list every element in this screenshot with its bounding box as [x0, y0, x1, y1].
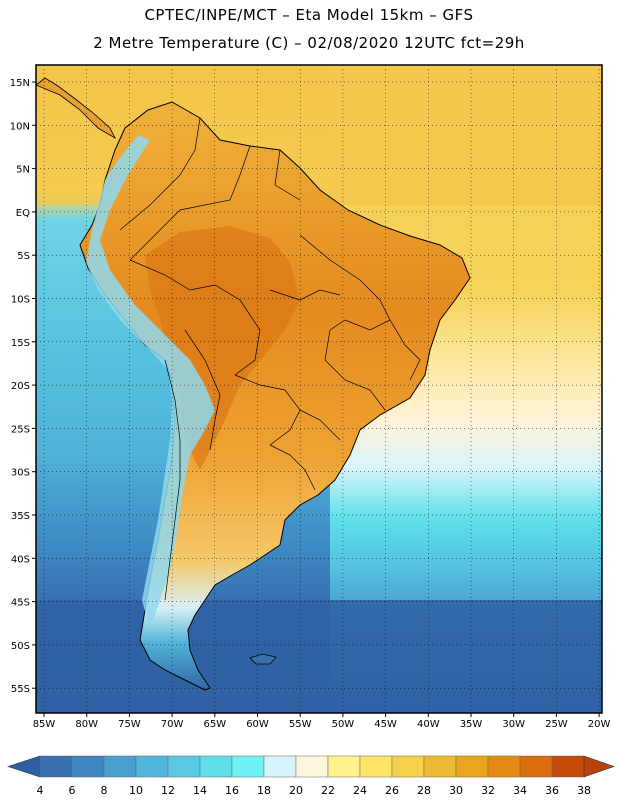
- colorbar-label: 28: [417, 784, 431, 797]
- lat-label: 50S: [11, 641, 30, 652]
- map-frame: [35, 64, 603, 714]
- colorbar-label: 4: [37, 784, 44, 797]
- falkland-islands: [249, 653, 277, 665]
- lon-label: 50W: [332, 719, 355, 730]
- colorbar-label: 14: [193, 784, 207, 797]
- lon-label: 35W: [460, 719, 483, 730]
- lon-label: 45W: [374, 719, 397, 730]
- colorbar-low-arrow: [7, 755, 41, 778]
- lon-label: 55W: [289, 719, 312, 730]
- colorbar-bin: [231, 755, 265, 778]
- colorbar-bin: [391, 755, 425, 778]
- lat-label: 30S: [11, 468, 30, 479]
- colorbar: 4 6 8 10 12 14 16 18 20 22 24 26 28 30 32 34 36 38: [7, 755, 615, 797]
- colorbar-high-arrow: [583, 755, 615, 778]
- latitude-labels: 15N 10N 5N EQ 5S 10S 15S 20S 25S 30S 35S 40S 45S 50S 5…: [10, 78, 30, 695]
- colorbar-bin: [103, 755, 137, 778]
- lon-label: 75W: [118, 719, 141, 730]
- colorbar-bin: [519, 755, 553, 778]
- lat-label: 25S: [11, 424, 30, 435]
- country-borders: [119, 117, 421, 601]
- lat-label: 5S: [17, 251, 30, 262]
- lon-label: 85W: [33, 719, 56, 730]
- title-variable: 2 Metre Temperature (C) – 02/08/2020 12U…: [93, 34, 525, 52]
- central-america: [36, 77, 116, 140]
- colorbar-bin: [263, 755, 297, 778]
- longitude-labels: 85W 80W 75W 70W 65W 60W 55W 50W 45W 40W 35W 30W 25W 2…: [33, 719, 611, 730]
- colorbar-label: 26: [385, 784, 399, 797]
- colorbar-bin: [199, 755, 233, 778]
- colorbar-label: 10: [129, 784, 143, 797]
- lon-label: 70W: [161, 719, 184, 730]
- colorbar-label: 18: [257, 784, 271, 797]
- lat-label: 10S: [11, 295, 30, 306]
- colorbar-bin: [135, 755, 169, 778]
- lat-label: 5N: [16, 165, 30, 176]
- title-model: CPTEC/INPE/MCT – Eta Model 15km – GFS: [144, 6, 474, 24]
- lon-label: 20W: [588, 719, 611, 730]
- colorbar-label: 30: [449, 784, 463, 797]
- colorbar-label: 16: [225, 784, 239, 797]
- lat-label: EQ: [16, 208, 30, 219]
- colorbar-bin: [327, 755, 361, 778]
- colorbar-label: 32: [481, 784, 495, 797]
- colorbar-label: 22: [321, 784, 335, 797]
- lat-label: 15S: [11, 338, 30, 349]
- map-area: [36, 65, 602, 713]
- colorbar-label: 38: [577, 784, 591, 797]
- graticule: [32, 65, 602, 717]
- colorbar-bin: [167, 755, 201, 778]
- lat-label: 40S: [11, 554, 30, 565]
- colorbar-label: 6: [69, 784, 76, 797]
- lat-label: 15N: [10, 78, 30, 89]
- colorbar-bin: [295, 755, 329, 778]
- colorbar-label: 36: [545, 784, 559, 797]
- colorbar-label: 8: [101, 784, 108, 797]
- andes-cold-ridge: [86, 135, 215, 630]
- southern-cold-band: [36, 600, 602, 713]
- colorbar-label: 20: [289, 784, 303, 797]
- colorbar-bin: [359, 755, 393, 778]
- lon-label: 25W: [545, 719, 568, 730]
- colorbar-bin: [39, 755, 73, 778]
- colorbar-bin: [71, 755, 105, 778]
- lat-label: 45S: [11, 598, 30, 609]
- colorbar-label: 24: [353, 784, 367, 797]
- lon-label: 80W: [75, 719, 98, 730]
- lat-label: 20S: [11, 381, 30, 392]
- colorbar-label: 12: [161, 784, 175, 797]
- lat-label: 55S: [11, 684, 30, 695]
- lat-label: 10N: [10, 121, 30, 132]
- lon-label: 40W: [417, 719, 440, 730]
- colorbar-bin: [487, 755, 521, 778]
- colorbar-bin: [455, 755, 489, 778]
- lat-label: 35S: [11, 511, 30, 522]
- lon-label: 30W: [502, 719, 525, 730]
- colorbar-bin: [423, 755, 457, 778]
- lon-label: 65W: [203, 719, 226, 730]
- colorbar-label: 34: [513, 784, 527, 797]
- lon-label: 60W: [246, 719, 269, 730]
- colorbar-bin: [551, 755, 585, 778]
